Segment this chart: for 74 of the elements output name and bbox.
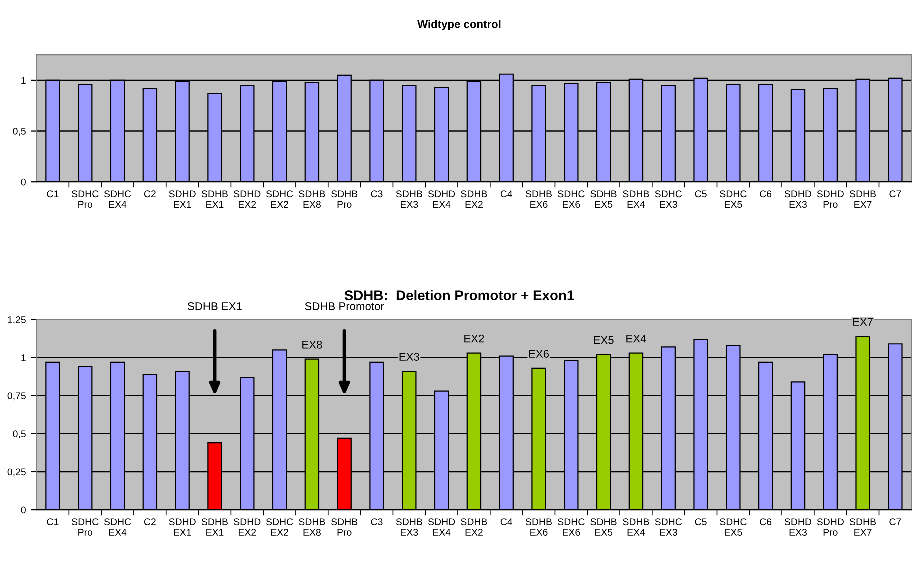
text: SDHB EX1 (188, 302, 242, 310)
text: SDHB Promotor (305, 302, 384, 310)
x-tick-label: SDHD EX3 (784, 190, 812, 208)
x-tick-label: SDHB Pro (332, 190, 358, 208)
x-tick-label: SDHB EX1 (202, 190, 228, 208)
x-tick-label: SDHC EX2 (266, 190, 294, 208)
x-tick-label: C6 (760, 190, 772, 198)
x-tick-label: C6 (760, 518, 772, 526)
x-tick-label: SDHB EX5 (590, 190, 617, 208)
x-tick-label: SDHC EX3 (655, 190, 682, 208)
x-tick-label: SDHD EX4 (428, 518, 456, 536)
x-tick-label: SDHD EX1 (169, 190, 196, 208)
x-tick-label: SDHD EX2 (234, 518, 261, 536)
annotation: EX5 (594, 336, 614, 344)
y-tick-label: 1 (22, 77, 26, 84)
x-tick-label: SDHB EX7 (850, 518, 876, 536)
x-tick-label: SDHD EX3 (784, 518, 812, 536)
x-tick-label: SDHD EX1 (169, 518, 196, 536)
x-tick-label: SDHB EX2 (461, 518, 488, 536)
annotation: EX4 (626, 334, 646, 343)
x-tick-label: SDHB Pro (332, 518, 358, 536)
x-tick-label: SDHD EX2 (234, 190, 261, 208)
chart-title: Widtype control (418, 20, 501, 30)
x-tick-label: C4 (500, 190, 513, 198)
x-tick-label: C2 (144, 518, 156, 526)
x-tick-label: SDHD Pro (817, 190, 844, 208)
x-tick-label: C3 (371, 190, 383, 198)
x-tick-label: SDHB EX7 (850, 190, 876, 208)
annotation: EX3 (400, 353, 420, 361)
x-tick-label: SDHC Pro (72, 518, 99, 536)
x-tick-label: SDHC EX6 (558, 190, 585, 208)
y-tick-label: 0 (21, 506, 26, 514)
x-tick-label: C3 (371, 518, 383, 526)
annotation: EX2 (464, 334, 484, 343)
x-tick-label: SDHB EX6 (526, 190, 552, 208)
x-tick-label: SDHB EX3 (396, 190, 422, 208)
y-tick-label: 1,25 (8, 316, 26, 325)
x-tick-label: C5 (695, 518, 707, 526)
x-tick-label: C7 (890, 190, 902, 198)
x-tick-label: C1 (47, 190, 59, 198)
x-tick-label: SDHB EX2 (461, 190, 488, 208)
chart-title: SDHB: Deletion Promotor + Exon1 (344, 290, 574, 300)
x-tick-label: SDHB EX5 (590, 518, 617, 536)
annotation: EX6 (529, 350, 550, 358)
x-tick-label: SDHC EX6 (558, 518, 585, 536)
x-tick-label: SDHB EX4 (623, 518, 650, 536)
x-tick-label: C5 (695, 190, 707, 198)
x-tick-label: SDHB EX6 (526, 518, 552, 536)
x-tick-label: SDHC EX4 (104, 190, 132, 208)
x-tick-label: SDHC EX5 (720, 190, 747, 208)
x-tick-label: C4 (500, 518, 513, 526)
x-tick-label: C2 (144, 190, 156, 198)
x-tick-label: C1 (47, 518, 59, 526)
x-tick-label: SDHD Pro (817, 518, 844, 536)
y-tick-label: 0,5 (13, 430, 26, 439)
y-tick-label: 0,75 (8, 392, 26, 401)
y-tick-label: 1 (22, 354, 26, 362)
x-tick-label: SDHD EX4 (428, 190, 456, 208)
x-tick-label: SDHC EX3 (655, 518, 682, 536)
x-tick-label: SDHB EX8 (299, 518, 326, 536)
annotation: EX7 (853, 318, 873, 326)
x-tick-label: SDHC EX4 (104, 518, 132, 536)
y-tick-label: 0,25 (8, 468, 26, 477)
x-tick-label: SDHB EX4 (623, 190, 650, 208)
x-tick-label: SDHC EX2 (266, 518, 294, 536)
y-tick-label: 0,5 (13, 128, 26, 136)
x-tick-label: SDHB EX1 (202, 518, 228, 536)
x-tick-label: C7 (890, 518, 902, 526)
y-tick-label: 0 (21, 178, 26, 186)
annotation: EX8 (302, 340, 322, 349)
x-tick-label: SDHC EX5 (720, 518, 747, 536)
x-tick-label: SDHB EX3 (396, 518, 422, 536)
x-tick-label: SDHB EX8 (299, 190, 326, 208)
x-tick-label: SDHC Pro (72, 190, 99, 208)
